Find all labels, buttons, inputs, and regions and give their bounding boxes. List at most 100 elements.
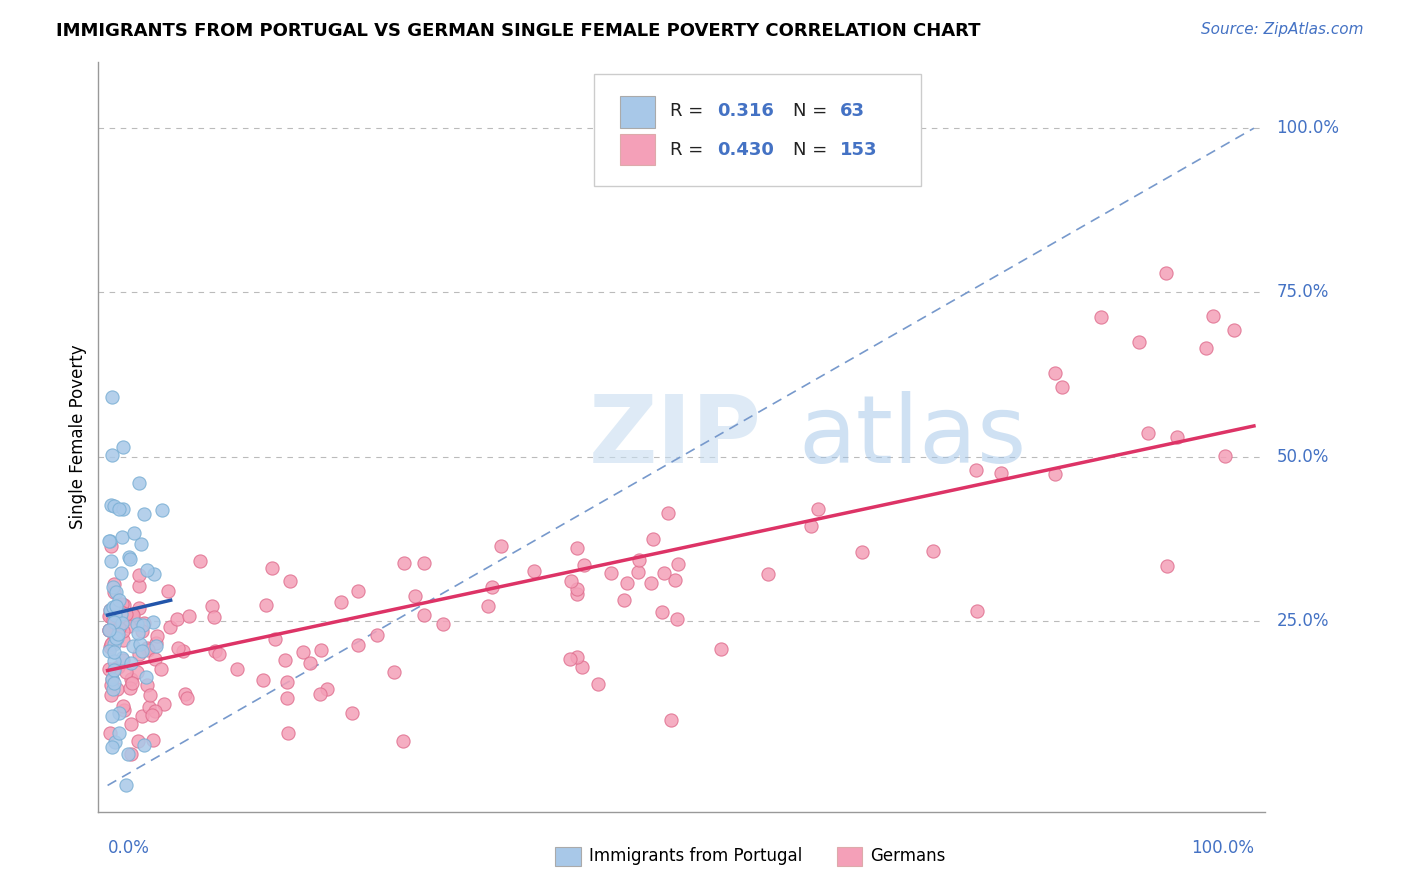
Y-axis label: Single Female Poverty: Single Female Poverty [69, 345, 87, 529]
Point [142, 732, 165, 747]
Point [121, 747, 143, 761]
Point [256, 598, 278, 612]
Text: N =: N = [793, 141, 832, 159]
Point [103, 499, 125, 513]
Point [136, 643, 159, 657]
Point [922, 543, 945, 558]
Point [103, 637, 125, 651]
Point [347, 583, 370, 598]
Text: Immigrants from Portugal: Immigrants from Portugal [589, 847, 803, 865]
Point [309, 687, 332, 701]
Point [143, 704, 166, 718]
Point [98, 609, 121, 624]
Point [756, 566, 779, 581]
Text: 0.0%: 0.0% [108, 839, 149, 857]
Point [166, 612, 188, 626]
Point [101, 740, 124, 755]
Point [392, 556, 415, 570]
Point [142, 615, 165, 629]
Point [101, 448, 124, 462]
Point [98, 603, 121, 617]
Point [340, 706, 363, 720]
Point [1128, 334, 1150, 349]
Point [330, 595, 353, 609]
Point [652, 566, 675, 580]
Point [108, 502, 131, 516]
Text: R =: R = [671, 103, 709, 120]
Point [98, 603, 121, 617]
Point [103, 663, 125, 677]
Point [150, 503, 173, 517]
Point [145, 652, 167, 666]
Point [523, 564, 546, 578]
Point [100, 498, 122, 512]
Point [105, 631, 128, 645]
Point [392, 734, 415, 748]
Point [115, 607, 138, 621]
Point [145, 636, 167, 650]
Point [127, 617, 149, 632]
Point [135, 670, 157, 684]
Point [111, 597, 134, 611]
Point [138, 700, 160, 714]
Point [98, 623, 121, 637]
Point [565, 586, 588, 600]
Point [112, 653, 135, 667]
Point [100, 637, 122, 651]
Point [112, 698, 135, 713]
Point [104, 607, 127, 622]
Point [264, 632, 287, 647]
Point [120, 717, 142, 731]
Point [202, 610, 225, 624]
Point [188, 554, 211, 568]
Point [710, 642, 733, 657]
Text: Source: ZipAtlas.com: Source: ZipAtlas.com [1201, 22, 1364, 37]
Point [153, 697, 176, 711]
Point [108, 616, 131, 631]
Point [105, 584, 128, 599]
Point [800, 518, 823, 533]
Point [132, 618, 155, 632]
Point [103, 645, 125, 659]
Point [274, 652, 297, 666]
Point [565, 649, 588, 664]
Point [298, 656, 321, 670]
Point [807, 501, 830, 516]
Point [432, 617, 454, 632]
Point [111, 501, 134, 516]
Point [567, 541, 589, 556]
Point [128, 579, 150, 593]
Point [103, 676, 125, 690]
Point [100, 688, 122, 702]
Text: 75.0%: 75.0% [1277, 284, 1329, 301]
Point [404, 589, 426, 603]
Point [567, 582, 589, 597]
Point [114, 779, 136, 793]
Point [1154, 267, 1177, 281]
Point [110, 566, 132, 581]
Point [97, 644, 120, 658]
Point [103, 615, 125, 629]
Point [97, 662, 120, 676]
Point [117, 747, 139, 761]
Point [173, 687, 195, 701]
Text: 0.430: 0.430 [717, 141, 773, 159]
Point [276, 674, 298, 689]
Point [111, 616, 134, 631]
Point [412, 556, 434, 570]
Point [120, 672, 142, 686]
Point [128, 475, 150, 490]
Point [145, 639, 167, 653]
Point [101, 390, 124, 404]
Text: 100.0%: 100.0% [1277, 120, 1340, 137]
Point [103, 662, 125, 676]
Point [120, 552, 142, 566]
Point [277, 726, 299, 740]
Point [966, 604, 988, 618]
Point [103, 654, 125, 668]
Point [122, 640, 145, 654]
Point [159, 620, 181, 634]
Point [120, 656, 142, 670]
Point [586, 677, 609, 691]
Point [291, 644, 314, 658]
